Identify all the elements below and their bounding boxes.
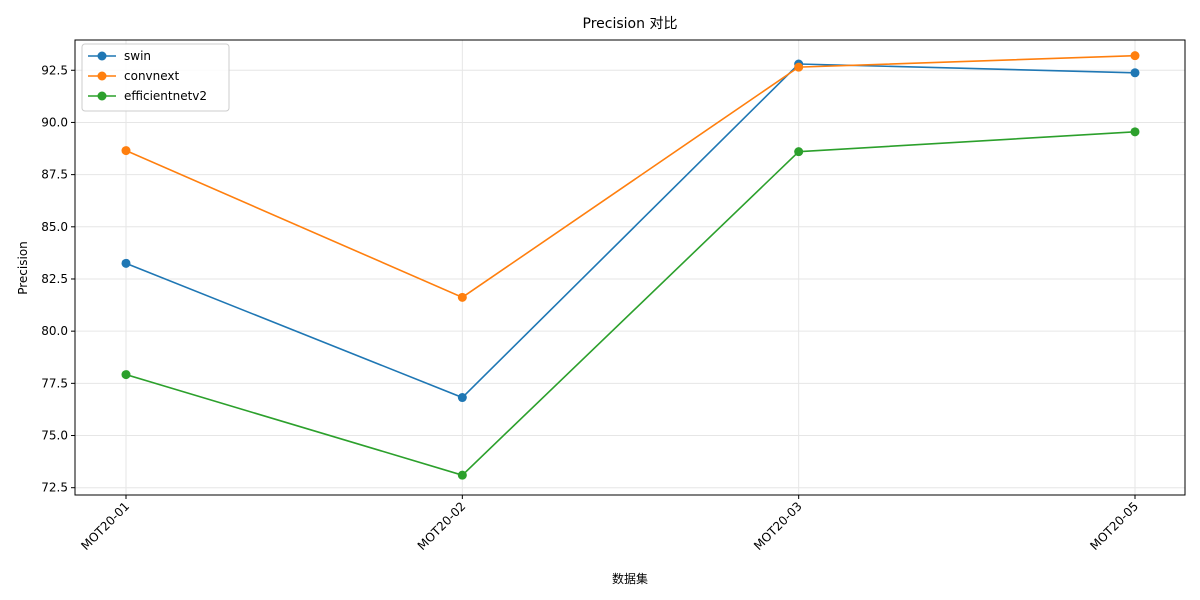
data-point-efficientnetv2	[121, 370, 131, 380]
data-point-efficientnetv2	[1130, 127, 1140, 137]
y-tick-label: 75.0	[41, 429, 68, 443]
data-point-convnext	[1130, 51, 1140, 61]
y-tick-label: 82.5	[41, 272, 68, 286]
y-tick-label: 80.0	[41, 324, 68, 338]
series-line-efficientnetv2	[125, 131, 1136, 477]
y-tick-label: 90.0	[41, 115, 68, 129]
legend-marker-swin	[97, 51, 107, 61]
legend-label-swin: swin	[124, 49, 151, 63]
y-axis: 72.5 75.0 77.5 80.0 82.5 85.0 87.5 90.0 92.5	[41, 63, 75, 495]
data-point-efficientnetv2	[457, 470, 467, 480]
legend-box	[81, 43, 230, 112]
y-tick-label: 72.5	[41, 481, 68, 495]
legend: swin convnext efficientnetv2	[81, 43, 230, 112]
legend-marker-convnext	[97, 71, 107, 81]
legend-label-convnext: convnext	[124, 69, 180, 83]
legend-marker-efficientnetv2	[97, 91, 107, 101]
plot-frame	[74, 39, 1186, 496]
series-line-swin	[125, 63, 1136, 399]
y-tick-label: 87.5	[41, 168, 68, 182]
data-point-convnext	[121, 146, 131, 156]
y-tick-label: 92.5	[41, 63, 68, 77]
y-tick-label: 85.0	[41, 220, 68, 234]
series-line-convnext	[125, 54, 1136, 299]
chart-title: Precision 对比	[583, 16, 678, 32]
y-axis-label: Precision	[16, 241, 30, 295]
data-point-swin	[457, 393, 467, 403]
data-point-convnext	[794, 62, 804, 72]
legend-label-efficientnetv2: efficientnetv2	[124, 89, 207, 103]
data-point-convnext	[457, 292, 467, 302]
data-point-efficientnetv2	[794, 147, 804, 157]
x-axis-label: 数据集	[612, 571, 648, 586]
data-point-swin	[121, 258, 131, 268]
plot-series	[121, 51, 1140, 480]
y-tick-label: 77.5	[41, 376, 68, 390]
data-point-swin	[1130, 68, 1140, 78]
